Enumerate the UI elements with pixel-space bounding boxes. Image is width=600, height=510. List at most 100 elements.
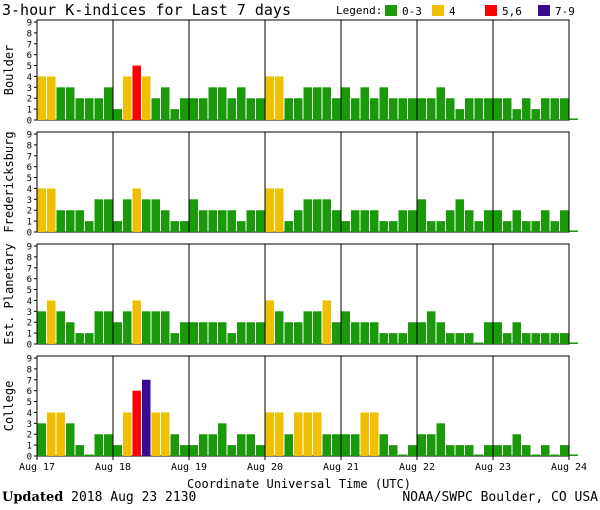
k-bar [455,199,464,232]
y-tick-label: 2 [27,95,32,105]
k-bar [132,300,141,344]
k-bar [398,454,407,456]
k-bar [66,322,75,344]
y-tick-label: 8 [27,141,32,151]
k-bar [446,98,455,120]
k-bar [275,412,284,456]
k-bar [408,98,417,120]
k-bar [123,412,132,456]
k-bar [493,322,502,344]
k-bar [313,87,322,120]
k-bar [322,434,331,456]
k-bar [199,98,208,120]
y-tick-label: 5 [27,174,32,184]
k-bar [503,333,512,344]
k-bar [284,221,293,232]
k-bar [446,445,455,456]
y-tick-label: 1 [27,330,32,340]
y-tick-label: 3 [27,84,32,94]
k-bar [47,76,56,120]
k-bar [151,311,160,344]
k-bar [360,210,369,232]
k-bar [341,434,350,456]
x-tick-label: Aug 21 [323,462,359,473]
k-bar [284,322,293,344]
k-bar [541,210,550,232]
k-bar [484,210,493,232]
k-bar [503,445,512,456]
k-bar [322,87,331,120]
k-bar [484,445,493,456]
k-bar [474,342,483,344]
y-tick-label: 9 [27,19,32,29]
k-bar [417,98,426,120]
k-bar [37,311,46,344]
k-bar [104,434,113,456]
legend-swatch [485,5,497,16]
k-bar [189,98,198,120]
k-bar [218,322,227,344]
k-bar [389,333,398,344]
k-bar [379,434,388,456]
k-bar [455,109,464,120]
y-tick-label: 5 [27,398,32,408]
k-bar [522,445,531,456]
k-bar [56,311,65,344]
k-bar [208,434,217,456]
k-bar [189,445,198,456]
k-bar [132,65,141,120]
k-bar [351,98,360,120]
k-bar [246,434,255,456]
k-bar [104,311,113,344]
k-bar [94,434,103,456]
y-tick-label: 8 [27,365,32,375]
k-bar [85,333,94,344]
k-bar [531,109,540,120]
x-tick-label: Aug 17 [19,462,55,473]
y-tick-label: 2 [27,207,32,217]
k-bar [180,221,189,232]
legend-swatch [385,5,397,16]
k-bar [569,454,578,456]
k-bar [132,188,141,232]
k-bar [113,322,122,344]
y-tick-label: 4 [27,185,32,195]
k-bar [446,210,455,232]
y-tick-label: 7 [27,376,32,386]
legend-swatch [432,5,444,16]
k-bar [474,221,483,232]
k-bar [170,333,179,344]
k-bar [237,434,246,456]
legend-item-label: 4 [449,5,456,18]
k-bar [66,87,75,120]
k-bar [246,210,255,232]
legend-item-label: 7-9 [555,5,575,18]
k-bar [246,322,255,344]
k-bar [436,322,445,344]
y-tick-label: 0 [27,117,32,127]
k-bar [75,98,84,120]
k-bar [313,412,322,456]
k-bar [265,412,274,456]
k-bar [379,221,388,232]
k-bar [484,98,493,120]
x-tick-label: Aug 24 [551,462,587,473]
k-bar [455,445,464,456]
panel-label: Fredericksburg [2,131,16,232]
k-bar [474,98,483,120]
y-tick-label: 1 [27,442,32,452]
k-bar [322,300,331,344]
k-bar [465,210,474,232]
y-tick-label: 3 [27,420,32,430]
k-bar [541,445,550,456]
k-bar [370,98,379,120]
k-bar [161,210,170,232]
panels: 0123456789Boulder0123456789Fredericksbur… [2,19,578,463]
k-bar [132,390,141,456]
source-credit: NOAA/SWPC Boulder, CO USA [402,490,598,505]
k-bar [351,210,360,232]
k-bar [398,210,407,232]
